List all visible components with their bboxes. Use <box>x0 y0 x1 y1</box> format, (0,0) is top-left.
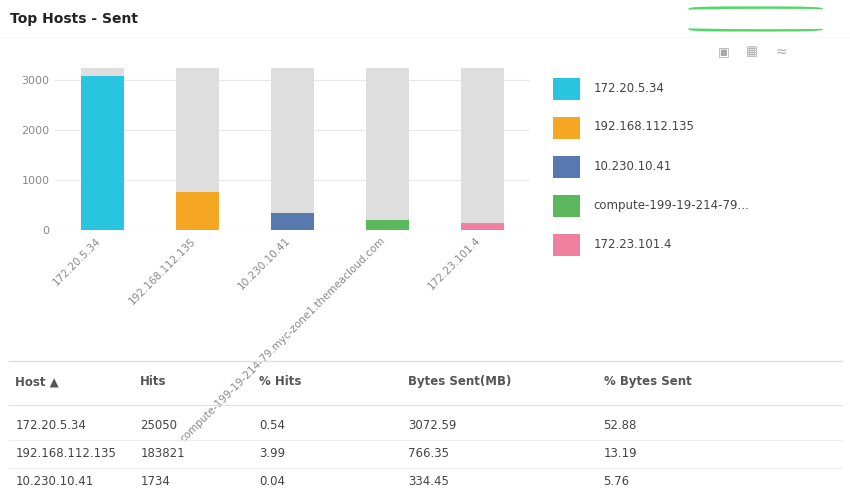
Bar <box>552 195 580 217</box>
FancyBboxPatch shape <box>688 6 823 31</box>
Text: 183821: 183821 <box>140 447 184 460</box>
Text: 3072.59: 3072.59 <box>408 419 456 433</box>
Bar <box>176 191 218 230</box>
Text: 172.23.101.4: 172.23.101.4 <box>593 238 672 250</box>
Bar <box>552 156 580 178</box>
Bar <box>366 67 409 230</box>
Circle shape <box>558 9 850 28</box>
Text: ▣: ▣ <box>717 45 729 58</box>
Text: 3.99: 3.99 <box>259 447 286 460</box>
Text: Resolve DNS: Resolve DNS <box>684 12 759 26</box>
Text: % Bytes Sent: % Bytes Sent <box>604 376 691 388</box>
Bar <box>176 67 218 230</box>
Text: 10.230.10.41: 10.230.10.41 <box>593 160 672 172</box>
Text: 192.168.112.135: 192.168.112.135 <box>15 447 116 460</box>
Text: 334.45: 334.45 <box>408 475 449 488</box>
Bar <box>461 222 504 230</box>
Bar <box>81 77 124 230</box>
Text: ▦: ▦ <box>746 45 758 58</box>
Bar <box>552 78 580 100</box>
Text: Host ▲: Host ▲ <box>15 376 59 388</box>
Text: 766.35: 766.35 <box>408 447 449 460</box>
Text: 52.88: 52.88 <box>604 419 637 433</box>
Bar <box>461 67 504 230</box>
Bar <box>271 213 314 230</box>
Text: ≈: ≈ <box>775 45 787 58</box>
Bar <box>552 117 580 139</box>
Bar <box>366 220 409 230</box>
Text: 5.76: 5.76 <box>604 475 630 488</box>
Text: 0.04: 0.04 <box>259 475 286 488</box>
Text: compute-199-19-214-79...: compute-199-19-214-79... <box>593 198 749 212</box>
Text: 1734: 1734 <box>140 475 170 488</box>
Text: % Hits: % Hits <box>259 376 302 388</box>
Bar <box>81 67 124 230</box>
Text: Top Hosts - Sent: Top Hosts - Sent <box>10 12 139 26</box>
Text: 0.54: 0.54 <box>259 419 286 433</box>
Text: 172.20.5.34: 172.20.5.34 <box>15 419 86 433</box>
Text: 172.20.5.34: 172.20.5.34 <box>593 82 664 94</box>
Bar <box>552 234 580 256</box>
Text: ↗: ↗ <box>790 12 801 26</box>
Text: 13.19: 13.19 <box>604 447 638 460</box>
Text: 10.230.10.41: 10.230.10.41 <box>15 475 94 488</box>
Text: 192.168.112.135: 192.168.112.135 <box>593 120 694 134</box>
Text: Hits: Hits <box>140 376 167 388</box>
Text: Bytes Sent(MB): Bytes Sent(MB) <box>408 376 512 388</box>
Text: 25050: 25050 <box>140 419 178 433</box>
Bar <box>271 67 314 230</box>
